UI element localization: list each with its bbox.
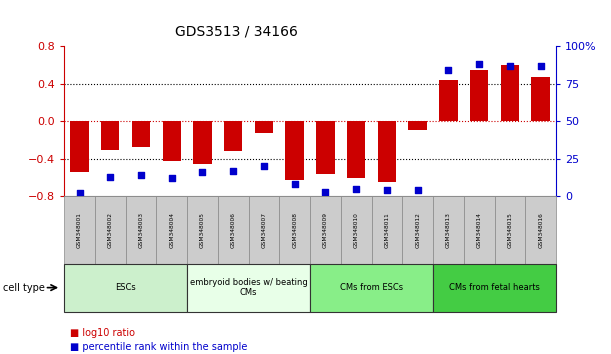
Bar	[316, 121, 335, 174]
Text: ■ log10 ratio: ■ log10 ratio	[70, 328, 135, 338]
Text: GSM348016: GSM348016	[538, 212, 543, 248]
Text: cell type: cell type	[3, 282, 45, 293]
Point	[290, 182, 299, 187]
Text: GSM348008: GSM348008	[292, 212, 297, 248]
Point	[229, 168, 238, 174]
Text: GSM348011: GSM348011	[384, 212, 389, 248]
Bar	[470, 69, 488, 121]
Text: GSM348007: GSM348007	[262, 212, 266, 248]
Point	[75, 190, 84, 196]
Bar	[193, 121, 212, 165]
Text: GSM348010: GSM348010	[354, 212, 359, 248]
Bar	[500, 65, 519, 121]
Bar	[255, 121, 273, 132]
Text: GSM348005: GSM348005	[200, 212, 205, 248]
Point	[136, 172, 146, 178]
Point	[167, 176, 177, 181]
Text: GSM348012: GSM348012	[415, 212, 420, 248]
Text: GSM348006: GSM348006	[231, 212, 236, 248]
Point	[351, 186, 361, 192]
Text: GDS3513 / 34166: GDS3513 / 34166	[175, 25, 298, 39]
Point	[413, 188, 423, 193]
Point	[505, 63, 515, 68]
Text: GSM348009: GSM348009	[323, 212, 328, 248]
Text: CMs from fetal hearts: CMs from fetal hearts	[449, 283, 540, 292]
Bar	[347, 121, 365, 178]
Text: GSM348013: GSM348013	[446, 212, 451, 248]
Bar	[285, 121, 304, 181]
Text: GSM348015: GSM348015	[507, 212, 513, 248]
Text: embryoid bodies w/ beating
CMs: embryoid bodies w/ beating CMs	[190, 278, 307, 297]
Point	[105, 174, 115, 180]
Bar	[224, 121, 243, 152]
Bar	[163, 121, 181, 161]
Text: GSM348004: GSM348004	[169, 212, 174, 248]
Text: GSM348002: GSM348002	[108, 212, 113, 248]
Bar	[101, 121, 120, 150]
Bar	[439, 80, 458, 121]
Bar	[532, 77, 550, 121]
Text: GSM348014: GSM348014	[477, 212, 481, 248]
Text: ESCs: ESCs	[115, 283, 136, 292]
Point	[321, 189, 331, 195]
Point	[444, 67, 453, 73]
Point	[536, 63, 546, 68]
Bar	[132, 121, 150, 147]
Point	[197, 170, 207, 175]
Text: GSM348001: GSM348001	[77, 212, 82, 248]
Point	[259, 164, 269, 169]
Point	[382, 188, 392, 193]
Text: CMs from ESCs: CMs from ESCs	[340, 283, 403, 292]
Bar	[409, 121, 427, 130]
Text: ■ percentile rank within the sample: ■ percentile rank within the sample	[70, 342, 247, 352]
Bar	[378, 121, 396, 182]
Point	[474, 61, 484, 67]
Text: GSM348003: GSM348003	[139, 212, 144, 248]
Bar	[70, 121, 89, 172]
